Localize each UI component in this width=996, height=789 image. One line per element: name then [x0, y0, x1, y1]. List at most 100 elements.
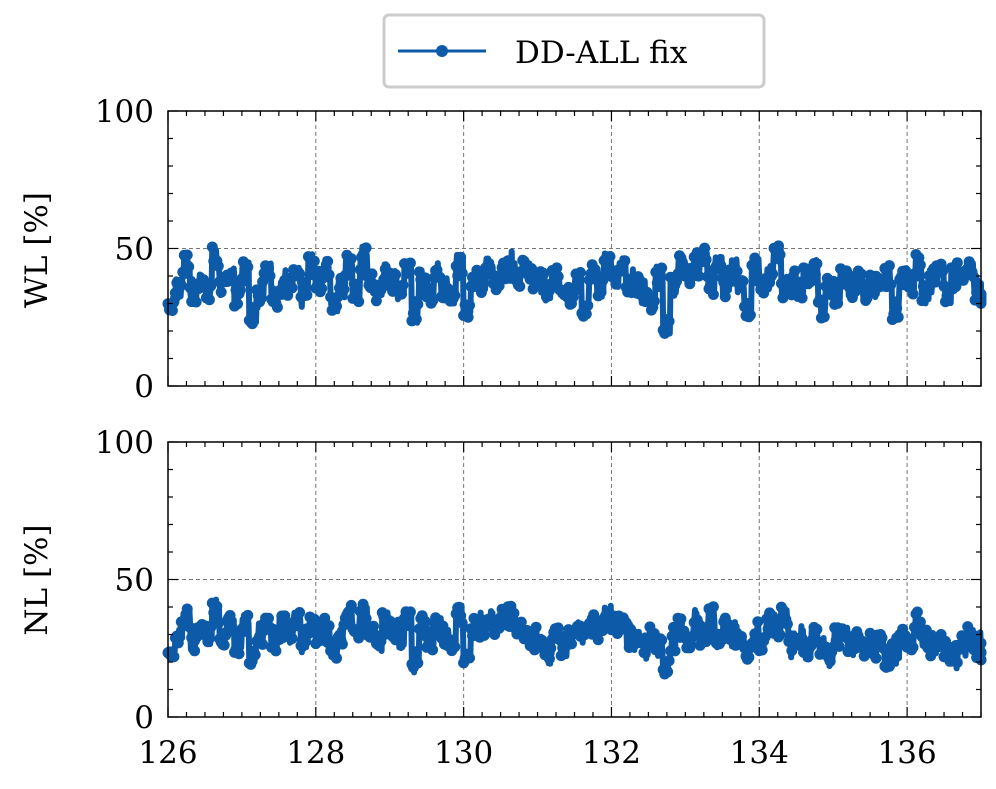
data-point: [239, 275, 251, 287]
data-point: [566, 638, 577, 650]
data-point: [410, 313, 422, 325]
data-point: [453, 601, 465, 613]
data-point: [215, 286, 227, 298]
data-point: [900, 265, 912, 277]
data-point: [255, 291, 267, 303]
grid-wl: [168, 111, 981, 386]
data-point: [693, 270, 705, 282]
data-point: [360, 242, 372, 254]
panel-wl: 0 50 100 WL [%]: [19, 94, 987, 405]
data-point: [775, 601, 787, 613]
data-point: [737, 275, 749, 287]
data-point: [468, 281, 480, 293]
data-point: [434, 271, 446, 283]
data-point: [413, 623, 425, 635]
data-point: [662, 666, 674, 678]
data-point: [301, 289, 313, 301]
x-tick-label: 134: [730, 735, 789, 771]
data-point: [891, 302, 903, 314]
data-point: [911, 606, 923, 618]
data-point: [870, 652, 882, 664]
data-point: [756, 644, 768, 656]
data-point: [464, 299, 475, 311]
data-point: [242, 609, 254, 621]
data-point: [515, 616, 527, 628]
data-point: [719, 291, 731, 303]
data-point: [914, 259, 926, 271]
y-tick-label: 0: [134, 369, 154, 405]
data-point: [669, 645, 681, 657]
data-point: [308, 255, 320, 267]
data-point: [271, 301, 283, 313]
y-tick-label: 50: [115, 563, 154, 599]
data-point: [684, 642, 696, 654]
data-point: [344, 263, 356, 275]
data-point: [610, 278, 622, 290]
data-point: [323, 269, 335, 281]
data-point: [811, 623, 823, 635]
data-point: [920, 624, 932, 636]
data-point: [404, 606, 416, 618]
data-point: [404, 257, 416, 269]
legend-label: DD-ALL fix: [515, 35, 688, 71]
data-point: [370, 295, 382, 307]
data-point: [653, 281, 665, 292]
series-nl: [162, 596, 987, 680]
data-point: [456, 617, 468, 629]
data-point: [951, 257, 963, 269]
data-point: [656, 262, 668, 274]
data-point: [181, 249, 193, 261]
data-point: [189, 645, 201, 657]
data-point: [455, 251, 467, 263]
data-point: [175, 279, 187, 291]
data-point: [700, 254, 712, 266]
data-point: [530, 621, 542, 633]
data-point: [211, 600, 223, 612]
grid-nl: [168, 442, 981, 717]
series-wl: [162, 240, 987, 339]
data-point: [449, 641, 461, 653]
data-point: [368, 620, 379, 632]
data-point: [279, 610, 291, 622]
data-point: [796, 292, 808, 304]
data-point: [907, 641, 919, 653]
data-point: [922, 285, 934, 297]
data-point: [736, 631, 747, 642]
data-point: [249, 649, 261, 661]
y-tick-label: 100: [95, 425, 154, 461]
data-point: [707, 289, 719, 300]
axes-frame-wl: [167, 110, 982, 387]
data-point: [378, 611, 390, 623]
data-point: [774, 249, 786, 261]
data-point: [604, 251, 616, 262]
data-point: [767, 268, 779, 280]
data-point: [582, 300, 594, 311]
data-point: [419, 615, 431, 627]
data-point: [351, 280, 363, 292]
data-point: [291, 620, 303, 632]
data-point: [246, 318, 258, 330]
data-point: [168, 296, 180, 308]
data-point: [706, 272, 718, 284]
data-point: [656, 634, 668, 646]
data-point: [464, 652, 475, 664]
data-point: [227, 274, 239, 286]
data-point: [619, 255, 631, 267]
data-point: [316, 283, 328, 294]
data-point: [286, 282, 298, 294]
data-point: [353, 296, 365, 308]
data-point: [774, 629, 786, 641]
data-point: [264, 270, 276, 282]
data-point: [331, 300, 342, 312]
data-point: [963, 256, 975, 268]
x-tick-label: 136: [878, 735, 937, 771]
data-point: [595, 286, 607, 298]
data-point: [663, 655, 675, 667]
data-point: [294, 607, 306, 618]
data-point: [304, 269, 316, 281]
data-point: [743, 651, 755, 663]
data-point: [744, 309, 756, 321]
data-point: [802, 651, 814, 663]
data-point: [770, 617, 781, 629]
data-point: [323, 620, 335, 632]
